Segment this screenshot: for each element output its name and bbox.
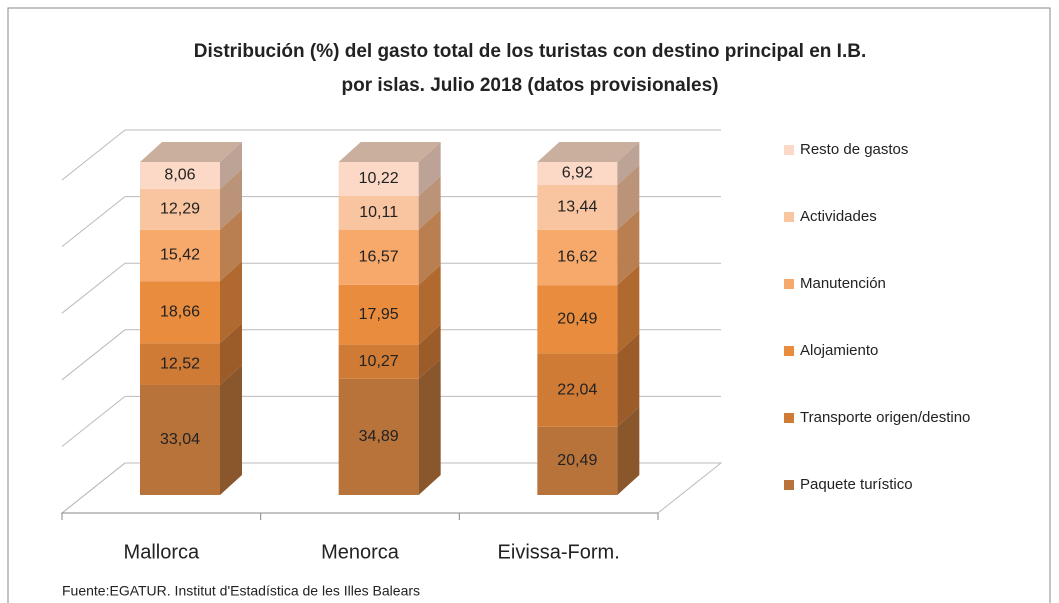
legend-label: Manutención <box>800 275 886 292</box>
data-label: 13,44 <box>557 199 597 216</box>
legend-swatch <box>784 212 794 222</box>
data-label: 20,49 <box>557 452 597 469</box>
bar-side <box>220 142 242 189</box>
data-label: 16,62 <box>557 249 597 266</box>
data-label: 12,29 <box>160 201 200 218</box>
data-label: 10,22 <box>359 170 399 187</box>
bar-segment <box>338 195 419 230</box>
legend-label: Actividades <box>800 208 877 225</box>
bar-segment <box>537 353 618 427</box>
data-label: 10,11 <box>359 204 398 221</box>
bar-segment <box>338 284 419 345</box>
data-label: 6,92 <box>562 165 593 182</box>
data-label: 17,95 <box>359 306 399 323</box>
legend-swatch <box>784 480 794 490</box>
chart-title: Distribución (%) del gasto total de los … <box>194 41 866 62</box>
data-label: 22,04 <box>557 381 597 398</box>
legend-label: Paquete turístico <box>800 476 913 493</box>
bar-side <box>418 175 441 230</box>
bar-side <box>220 323 242 385</box>
data-label: 34,89 <box>359 428 399 445</box>
bar-side <box>617 333 640 427</box>
legend-label: Alojamiento <box>800 342 878 359</box>
bar-segment <box>537 162 618 186</box>
legend-label: Resto de gastos <box>800 141 908 158</box>
bar-side <box>220 168 242 230</box>
bar-segment <box>338 378 419 495</box>
bar-segment <box>140 343 220 385</box>
legend-swatch <box>784 413 794 423</box>
bar-top <box>338 141 441 162</box>
bar-segment <box>537 285 618 354</box>
bar-side <box>220 209 242 282</box>
legend-swatch <box>784 279 794 289</box>
bar-side <box>220 261 242 344</box>
data-label: 16,57 <box>359 248 399 265</box>
x-tick-label: Mallorca <box>124 541 200 563</box>
grid-line <box>61 329 721 381</box>
grid-line <box>61 196 721 247</box>
bar-segment <box>537 229 618 286</box>
x-tick-label: Menorca <box>321 541 400 563</box>
bar-segment <box>140 281 220 344</box>
bar-segment <box>338 344 419 379</box>
bar-side <box>418 324 441 379</box>
data-label: 18,66 <box>160 303 200 320</box>
legend-label: Transporte origen/destino <box>800 409 970 426</box>
bar-segment <box>338 161 419 196</box>
data-label: 8,06 <box>164 167 195 184</box>
data-label: 33,04 <box>160 431 200 448</box>
bar-side <box>418 209 441 285</box>
grid-line <box>61 395 721 447</box>
bar-segment <box>140 188 220 230</box>
data-label: 10,27 <box>359 353 399 370</box>
bar-side <box>418 264 441 345</box>
data-label: 20,49 <box>557 310 597 327</box>
legend-swatch <box>784 145 794 155</box>
legend-swatch <box>784 346 794 356</box>
bar-segment <box>338 229 419 285</box>
bar-side <box>220 364 242 495</box>
bar-segment <box>537 426 618 495</box>
bar-side <box>617 209 640 286</box>
source: Fuente:EGATUR. Institut d'Estadística de… <box>62 583 420 599</box>
data-label: 15,42 <box>160 247 200 264</box>
grid-line <box>61 129 721 181</box>
bar-segment <box>140 162 220 189</box>
bar-side <box>617 406 640 495</box>
x-tick-label: Eivissa-Form. <box>498 541 620 563</box>
bar-segment <box>537 185 618 230</box>
chart-title: por islas. Julio 2018 (datos provisional… <box>342 75 719 96</box>
bar-top <box>537 142 640 162</box>
bar-side <box>418 141 441 196</box>
bar-side <box>617 142 640 186</box>
bar-side <box>617 265 640 354</box>
grid-line <box>61 462 721 514</box>
data-label: 12,52 <box>160 355 200 372</box>
bar-top <box>140 142 242 163</box>
bar-side <box>418 358 441 495</box>
bar-segment <box>140 384 220 495</box>
bar-side <box>617 165 640 230</box>
grid-line <box>61 262 721 314</box>
bar-segment <box>140 229 220 282</box>
